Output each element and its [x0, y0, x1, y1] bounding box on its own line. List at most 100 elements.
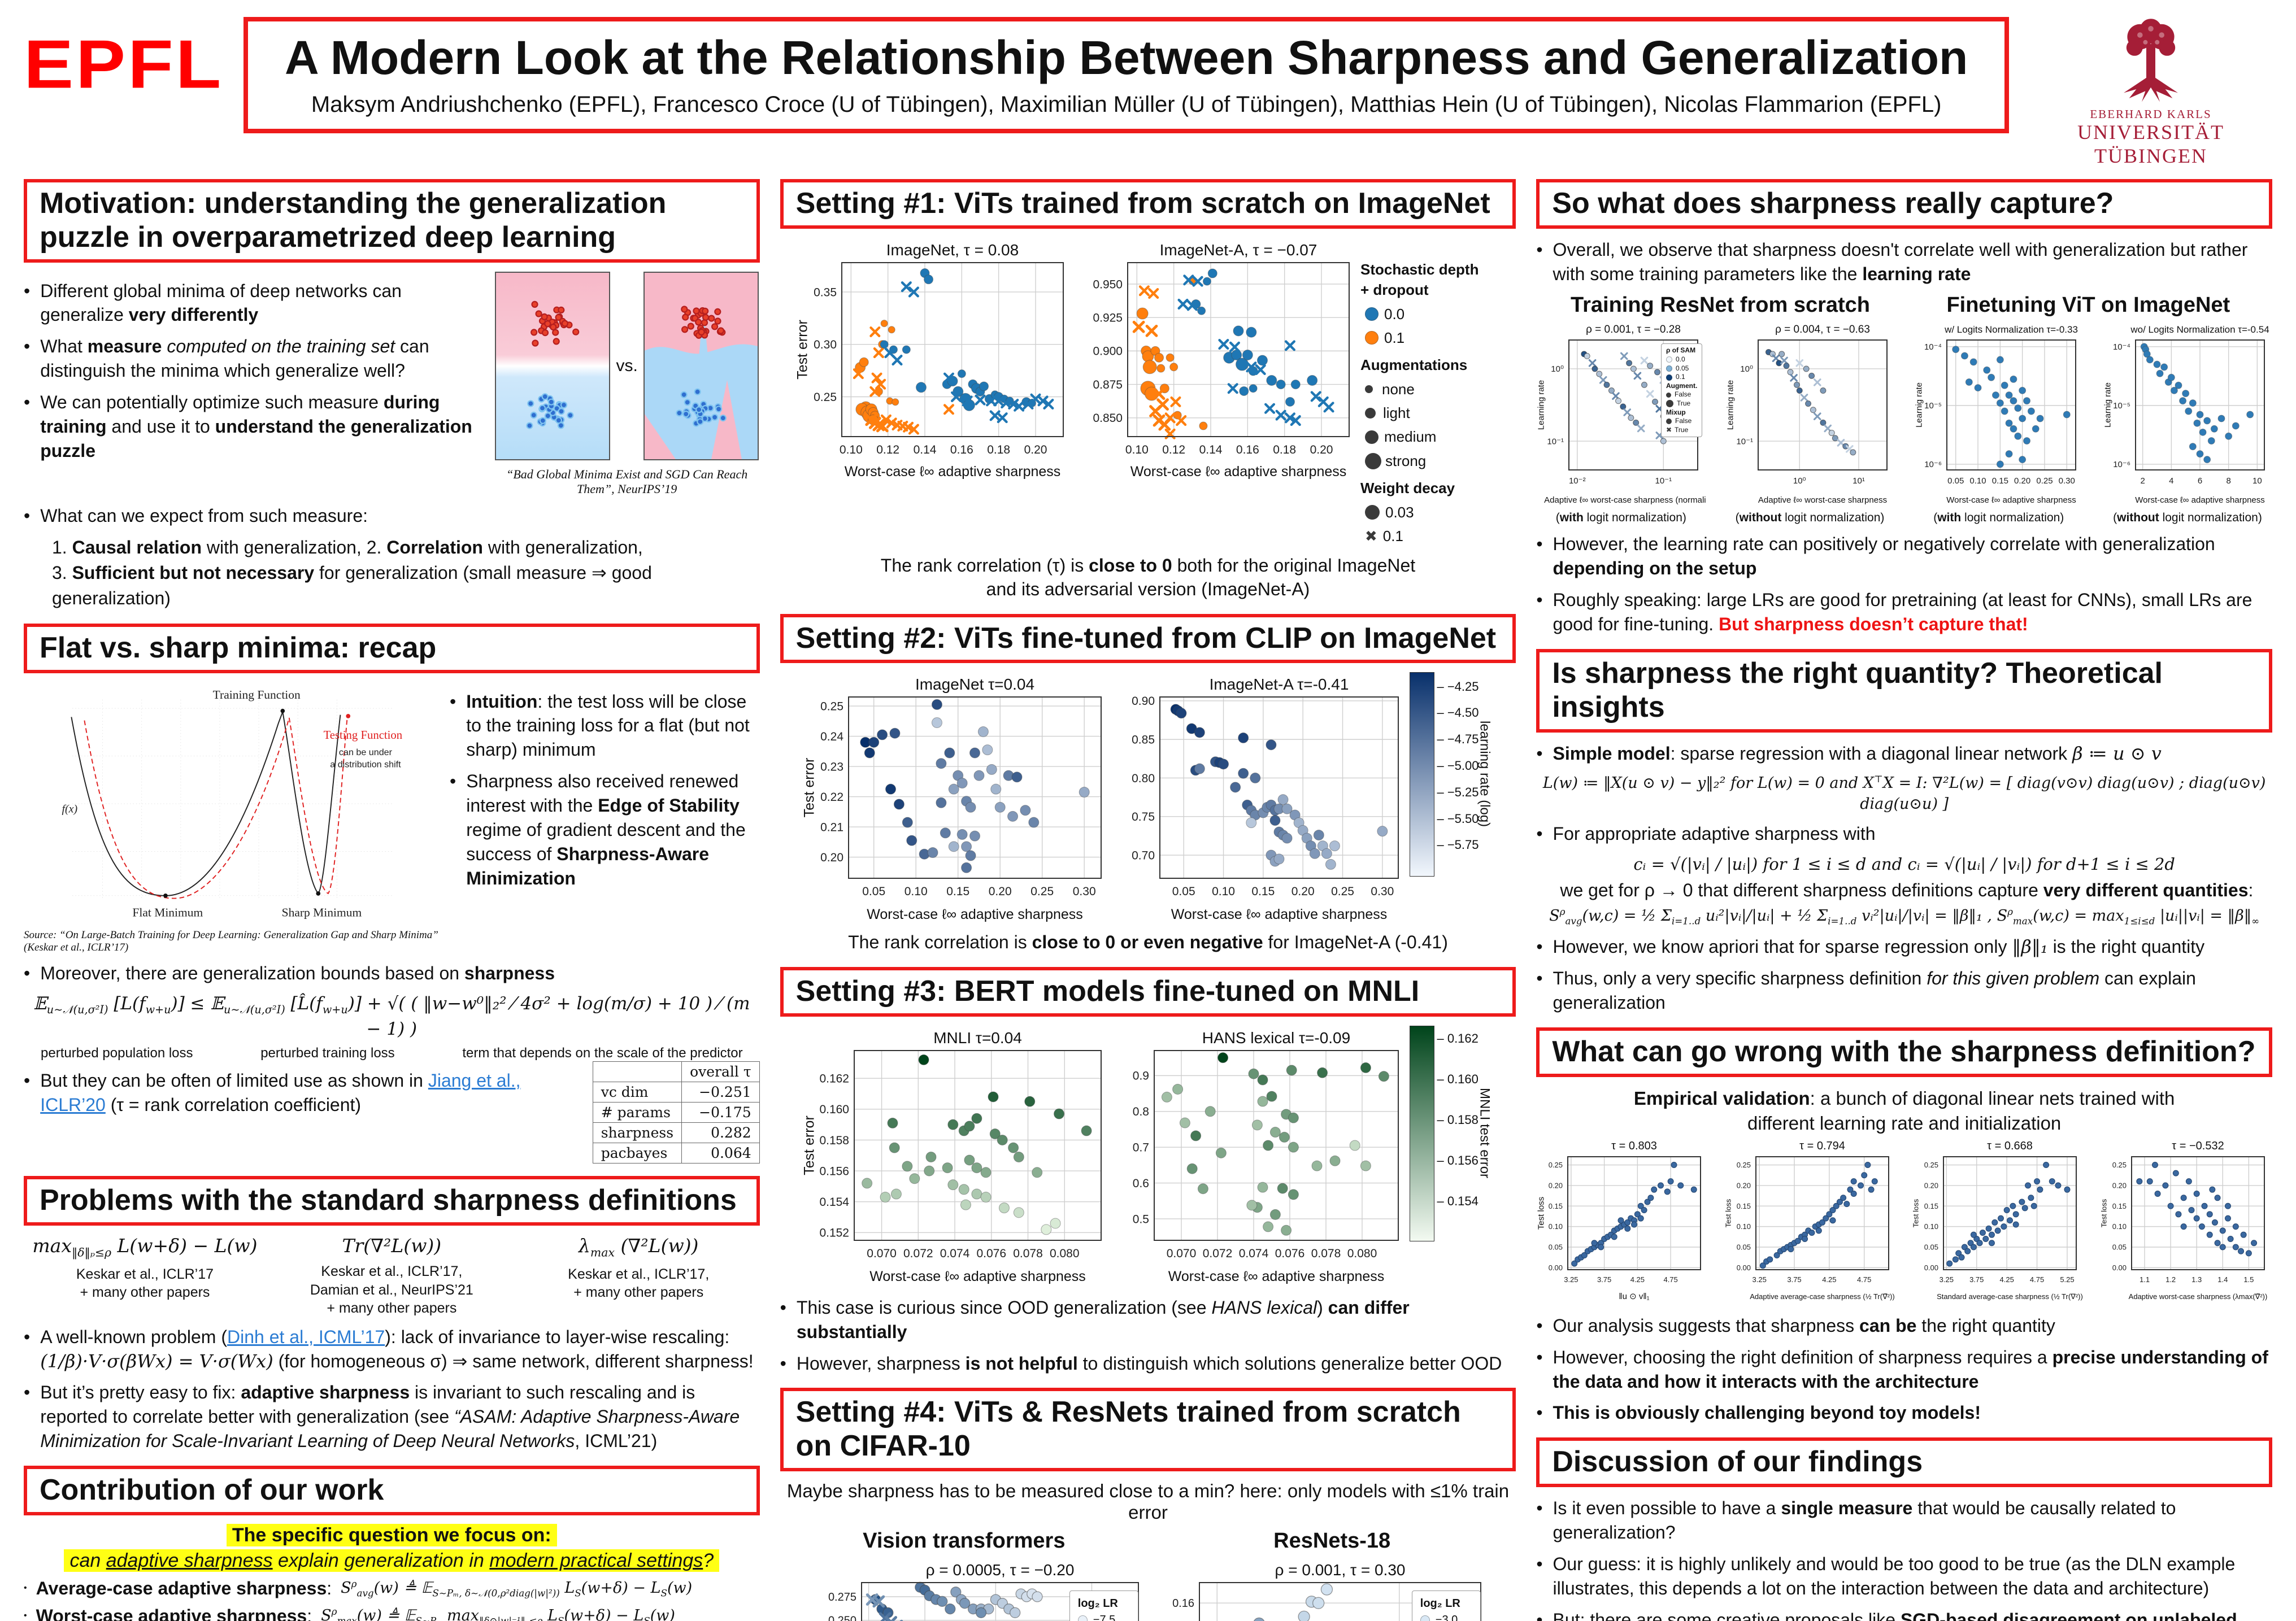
tuebingen-logo: EBERHARD KARLS UNIVERSITÄT TÜBINGEN — [2029, 17, 2272, 168]
svg-text:a distribution shift: a distribution shift — [330, 759, 401, 769]
svg-text:0.158: 0.158 — [820, 1134, 850, 1147]
svg-text:1.3: 1.3 — [2191, 1275, 2202, 1284]
svg-text:10⁻⁴: 10⁻⁴ — [2113, 343, 2130, 352]
svg-text:ρ = 0.004, τ = −0.63: ρ = 0.004, τ = −0.63 — [1775, 324, 1870, 335]
svg-text:0.80: 0.80 — [1132, 772, 1155, 785]
header: EPFL A Modern Look at the Relationship B… — [0, 0, 2296, 171]
poster-title: A Modern Look at the Relationship Betwee… — [284, 31, 1968, 84]
svg-text:10⁻⁵: 10⁻⁵ — [2113, 402, 2130, 411]
svg-text:10⁰: 10⁰ — [1793, 476, 1806, 486]
svg-text:0.162: 0.162 — [820, 1072, 850, 1085]
svg-text:0.080: 0.080 — [1347, 1247, 1377, 1260]
svg-text:0.950: 0.950 — [1093, 278, 1123, 291]
svg-text:10⁻²: 10⁻² — [1569, 476, 1586, 486]
recap-bullet-eos: • Sharpness also received renewed interes… — [450, 771, 746, 888]
svg-text:0.23: 0.23 — [821, 761, 844, 774]
svg-text:Worst-case ℓ∞ adaptive sharpne: Worst-case ℓ∞ adaptive sharpness — [845, 464, 1061, 480]
theory-formula-3: Sρavg(w,c) = ½ Σi=1..d uᵢ²|vᵢ|/|uᵢ| + ½ … — [1549, 906, 2260, 927]
svg-text:Test loss: Test loss — [1724, 1199, 1733, 1227]
svg-text:0.078: 0.078 — [1014, 1247, 1043, 1260]
svg-text:Test error: Test error — [794, 320, 810, 380]
section-capture: So what does sharpness really capture? •… — [1536, 178, 2272, 637]
svg-text:0.5: 0.5 — [1133, 1213, 1149, 1226]
citation-link[interactable]: Dinh et al., ICML’17 — [227, 1326, 385, 1347]
sharpness-def-3: λmax (∇²L(w)) Keskar et al., ICLR’17, + m… — [568, 1235, 710, 1301]
svg-text:Adaptive ℓ∞ worst-case sharpne: Adaptive ℓ∞ worst-case sharpness — [1758, 495, 1886, 505]
svg-text:0.875: 0.875 — [1093, 378, 1123, 391]
right-column: So what does sharpness really capture? •… — [1536, 178, 2272, 1621]
svg-text:0.078: 0.078 — [1311, 1247, 1341, 1260]
svg-text:0.05: 0.05 — [1549, 1243, 1563, 1251]
theory-title: Is sharpness the right quantity? Theoret… — [1536, 648, 2272, 733]
problems-bullet-2: • But it’s pretty easy to fix: adaptive s… — [24, 1382, 740, 1452]
svg-text:ρ = 0.001, τ = −0.28: ρ = 0.001, τ = −0.28 — [1586, 324, 1681, 335]
lr-sharpness-chart-2: 10⁰ 10¹ 10⁻¹ 10⁰ ρ = 0.004, τ = −0.63 Adaptiv… — [1725, 321, 1895, 510]
theory-bullet-3: we get for ρ → 0 that different sharpnes… — [1560, 880, 2254, 901]
svg-text:0.15: 0.15 — [1924, 1202, 1938, 1210]
bad-minimum-panel — [643, 271, 759, 460]
left-column: Motivation: understanding the generaliza… — [24, 178, 760, 1621]
table-row: pacbayes 0.064 — [592, 1143, 760, 1164]
svg-text:0.074: 0.074 — [1239, 1247, 1269, 1260]
lr-sharpness-chart-3: 0.05 0.10 0.15 0.20 0.25 0.30 10⁻⁶ 10⁻⁵ 10⁻⁴ w/ L… — [1914, 321, 2084, 510]
svg-text:0.070: 0.070 — [867, 1247, 897, 1260]
svg-text:0.25: 0.25 — [1924, 1161, 1938, 1169]
svg-text:0.160: 0.160 — [820, 1103, 850, 1116]
svg-text:Adaptive ℓ∞ worst-case sharpne: Adaptive ℓ∞ worst-case sharpness (normal… — [1544, 495, 1706, 505]
lr-chart-2-box: 10⁰ 10¹ 10⁻¹ 10⁰ ρ = 0.004, τ = −0.63 Adaptiv… — [1725, 321, 1895, 525]
svg-text:Adaptive worst-case sharpness: Adaptive worst-case sharpness (λmax(∇̃²)… — [2129, 1292, 2268, 1301]
recap-bullet-limited: • But they can be often of limited use as… — [24, 1070, 521, 1115]
svg-text:Test loss: Test loss — [1912, 1199, 1920, 1227]
svg-text:Testing Function: Testing Function — [324, 729, 403, 741]
svg-text:0.850: 0.850 — [1093, 412, 1123, 425]
svg-text:10⁻⁶: 10⁻⁶ — [1924, 460, 1942, 470]
svg-text:0.20: 0.20 — [989, 885, 1012, 898]
discussion-bullet-2: • Our guess: it is highly unlikely and wo… — [1536, 1553, 2236, 1598]
svg-text:0.20: 0.20 — [2112, 1181, 2127, 1189]
svg-text:4.25: 4.25 — [1630, 1275, 1645, 1284]
clip-imagenet-chart: 0.05 0.10 0.15 0.20 0.25 0.30 0.20 0.21 0.22 0.23… — [801, 672, 1110, 926]
svg-text:8: 8 — [2226, 476, 2230, 486]
section-setting1: Setting #1: ViTs trained from scratch on… — [780, 178, 1516, 602]
svg-text:can be under: can be under — [339, 747, 393, 757]
svg-text:Learnig rate: Learnig rate — [1914, 382, 1924, 428]
setting4-note: Maybe sharpness has to be measured close… — [786, 1480, 1510, 1523]
problems-bullet-1: • A well-known problem (Dinh et al., ICML… — [24, 1326, 754, 1372]
svg-text:MNLI τ=0.04: MNLI τ=0.04 — [934, 1029, 1023, 1047]
section-motivation: Motivation: understanding the generaliza… — [24, 178, 760, 611]
focus-question-1: The specific question we focus on: — [24, 1523, 760, 1546]
svg-text:0.080: 0.080 — [1050, 1247, 1080, 1260]
setting3-bullet-2: • However, sharpness is not helpful to di… — [780, 1353, 1502, 1374]
title-box: A Modern Look at the Relationship Betwee… — [243, 17, 2009, 133]
lr-chart-1-caption: (with logit normalization) — [1555, 511, 1686, 525]
svg-text:0.00: 0.00 — [1549, 1263, 1563, 1272]
svg-text:1.1: 1.1 — [2140, 1275, 2150, 1284]
svg-text:10¹: 10¹ — [1853, 476, 1865, 486]
mnli-error-colorbar: – 0.162– 0.160– 0.158– 0.156– 0.154 MNLI … — [1410, 1025, 1494, 1241]
svg-text:0.15: 0.15 — [1252, 885, 1275, 898]
recap-bullet-bounds: • Moreover, there are generalization boun… — [24, 962, 555, 983]
svg-text:0.20: 0.20 — [821, 851, 844, 864]
svg-text:0.10: 0.10 — [1924, 1222, 1938, 1231]
wrong-bullet-1: • Our analysis suggests that sharpness ca… — [1536, 1315, 2055, 1336]
svg-text:0.10: 0.10 — [1212, 885, 1236, 898]
svg-text:10⁻⁴: 10⁻⁴ — [1924, 343, 1942, 352]
svg-text:0.10: 0.10 — [840, 443, 863, 456]
svg-text:0.072: 0.072 — [1203, 1247, 1233, 1260]
decision-boundary-figure: vs. — [494, 271, 760, 496]
bound-label-3: term that depends on the scale of the pr… — [462, 1045, 743, 1061]
svg-text:0.20: 0.20 — [1310, 443, 1333, 456]
vit-chart-legend: log₂ LR −7.5 −6.0 −4.5 −3.0 −1.5 Augment… — [1069, 1591, 1138, 1621]
svg-text:1.5: 1.5 — [2243, 1275, 2254, 1284]
discussion-bullet-1: • Is it even possible to have a single me… — [1536, 1498, 2176, 1542]
citation-link[interactable]: Jiang et al., ICLR’20 — [40, 1070, 521, 1115]
svg-text:0.21: 0.21 — [821, 821, 844, 834]
svg-text:0.154: 0.154 — [820, 1196, 850, 1209]
svg-text:wo/ Logits Normalization τ=-0.: wo/ Logits Normalization τ=-0.54 — [2130, 324, 2269, 335]
section-theory: Is sharpness the right quantity? Theoret… — [1536, 648, 2272, 1015]
svg-text:0.15: 0.15 — [1992, 476, 2008, 486]
motivation-figure-caption: “Bad Global Minima Exist and SGD Can Rea… — [506, 467, 748, 496]
section-setting2: Setting #2: ViTs fine-tuned from CLIP on… — [780, 613, 1516, 955]
svg-text:0.15: 0.15 — [2112, 1202, 2127, 1210]
section-setting4: Setting #4: ViTs & ResNets trained from … — [780, 1388, 1516, 1621]
